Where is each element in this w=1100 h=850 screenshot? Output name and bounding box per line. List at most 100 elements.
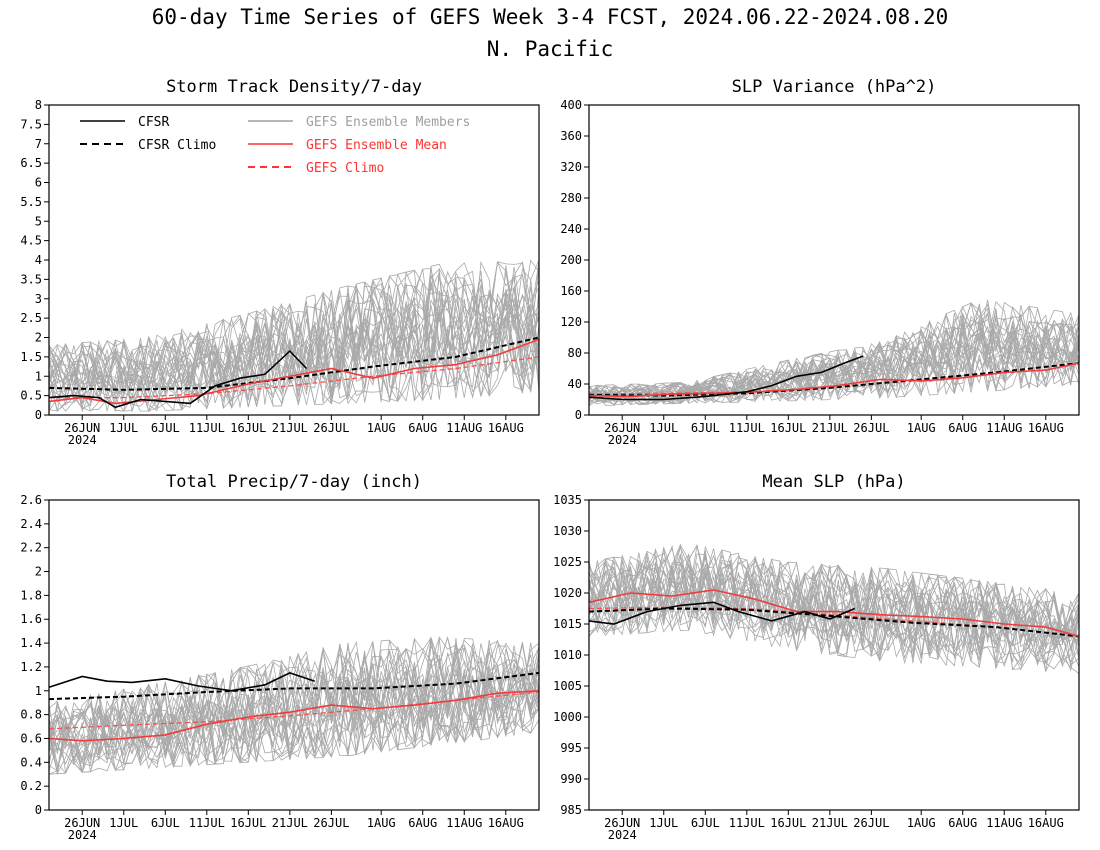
series-gefs-ensemble-mean (48, 338, 540, 405)
y-tick-label: 6.5 (20, 156, 42, 170)
x-tick-label: 26JUN (604, 816, 640, 830)
x-tick-label: 6AUG (408, 816, 437, 830)
y-tick-label: 80 (568, 346, 582, 360)
x-tick-label: 26JUL (313, 816, 349, 830)
ensemble-member-line (588, 345, 1080, 406)
y-tick-label: 2.2 (20, 541, 42, 555)
x-tick-label: 16JUL (770, 816, 806, 830)
ensemble-member-line (588, 549, 1080, 650)
x-tick-label: 26JUN (64, 816, 100, 830)
x-tick-label: 11AUG (446, 421, 482, 435)
x-tick-label: 1JUL (109, 421, 138, 435)
x-tick-label: 6AUG (948, 421, 977, 435)
plot-frame (48, 499, 540, 811)
x-tick-label: 1AUG (907, 816, 936, 830)
y-tick-label: 240 (560, 222, 582, 236)
legend-entry-label: CFSR (138, 115, 169, 130)
legend-entry-label: GEFS Ensemble Members (306, 115, 470, 130)
y-tick-label: 1005 (553, 679, 582, 693)
ensemble-member-line (588, 553, 1080, 651)
y-tick-label: 2.4 (20, 517, 42, 531)
y-tick-label: 5.5 (20, 195, 42, 209)
y-tick-label: 6 (35, 176, 42, 190)
ensemble-member-line (588, 561, 1080, 670)
series-cfsr-climo (588, 362, 1080, 397)
panel-2: SLP Variance (hPa^2) 0 40 80 120 160 200 240 280… (560, 77, 1080, 447)
panel-1: Storm Track Density/7-day 0 0.5 1 1.5 2 2.5 3 3.… (20, 77, 540, 447)
series-cfsr (588, 355, 864, 401)
ensemble-member-line (588, 303, 1080, 400)
x-tick-label: 16AUG (488, 421, 524, 435)
x-tick-label: 6JUL (151, 816, 180, 830)
ensemble-member-line (48, 261, 540, 391)
x-tick-label: 16JUL (230, 421, 266, 435)
ensemble-members (48, 259, 540, 413)
y-tick-label: 3.5 (20, 272, 42, 286)
ensemble-member-line (48, 639, 540, 752)
ensemble-member-line (588, 547, 1080, 646)
y-tick-label: 0 (35, 408, 42, 422)
y-tick-label: 2 (35, 565, 42, 579)
y-tick-label: 985 (560, 803, 582, 817)
x-tick-label: 16AUG (1028, 816, 1064, 830)
x-tick-label: 26JUL (853, 421, 889, 435)
y-tick-label: 200 (560, 253, 582, 267)
ensemble-member-line (588, 559, 1080, 662)
y-tick-label: 1.6 (20, 612, 42, 626)
y-tick-label: 160 (560, 284, 582, 298)
x-year-label: 2024 (608, 828, 637, 842)
x-tick-label: 21JUL (272, 421, 308, 435)
y-tick-label: 1020 (553, 586, 582, 600)
panel-3: Total Precip/7-day (inch)00.20.40.60.811… (20, 472, 540, 842)
x-year-label: 2024 (68, 828, 97, 842)
x-tick-label: 16JUL (230, 816, 266, 830)
y-tick-label: 2.6 (20, 493, 42, 507)
legend-entry-label: GEFS Climo (306, 161, 384, 176)
ensemble-member-line (48, 675, 540, 775)
legend-entry-label: GEFS Ensemble Mean (306, 138, 447, 153)
ensemble-member-line (48, 289, 540, 410)
ensemble-members (588, 543, 1080, 674)
ensemble-member-line (588, 586, 1080, 674)
y-tick-label: 0 (575, 408, 582, 422)
x-year-label: 2024 (68, 433, 97, 447)
y-tick-label: 2.5 (20, 311, 42, 325)
x-tick-label: 6AUG (948, 816, 977, 830)
x-tick-label: 11AUG (446, 816, 482, 830)
series-gefs-climo (588, 606, 1080, 638)
y-tick-label: 1015 (553, 617, 582, 631)
series-cfsr (48, 349, 308, 409)
ensemble-member-line (588, 572, 1080, 670)
figure-title-line2: N. Pacific (487, 37, 613, 61)
y-tick-label: 990 (560, 772, 582, 786)
x-tick-label: 21JUL (812, 421, 848, 435)
series-gefs-ensemble-mean (588, 362, 1080, 398)
ensemble-member-line (48, 642, 540, 753)
x-tick-label: 1AUG (907, 421, 936, 435)
figure-title-line1: 60-day Time Series of GEFS Week 3-4 FCST… (152, 5, 949, 29)
ensemble-member-line (588, 560, 1080, 664)
y-tick-label: 0.4 (20, 755, 42, 769)
panel-title: SLP Variance (hPa^2) (732, 77, 937, 97)
series-cfsr-climo (48, 336, 540, 391)
x-tick-label: 1JUL (649, 816, 678, 830)
x-tick-label: 16AUG (488, 816, 524, 830)
ensemble-member-line (588, 546, 1080, 647)
x-tick-label: 6AUG (408, 421, 437, 435)
series-cfsr (588, 601, 856, 625)
panel-title: Mean SLP (hPa) (762, 472, 905, 492)
x-tick-label: 11JUL (189, 816, 225, 830)
x-tick-label: 11JUL (729, 816, 765, 830)
panel-4: Mean SLP (hPa) 985 990 995 1000 1005 1010 1015 1… (553, 472, 1080, 842)
series-gefs-ensemble-mean (588, 589, 1080, 638)
ensemble-member-line (48, 675, 540, 775)
x-tick-label: 11AUG (986, 421, 1022, 435)
y-tick-label: 4.5 (20, 234, 42, 248)
ensemble-members (48, 636, 540, 775)
x-tick-label: 26JUN (64, 421, 100, 435)
ensemble-member-line (48, 259, 540, 389)
ensemble-member-line (48, 284, 540, 405)
x-tick-label: 16AUG (1028, 421, 1064, 435)
y-tick-label: 7.5 (20, 117, 42, 131)
